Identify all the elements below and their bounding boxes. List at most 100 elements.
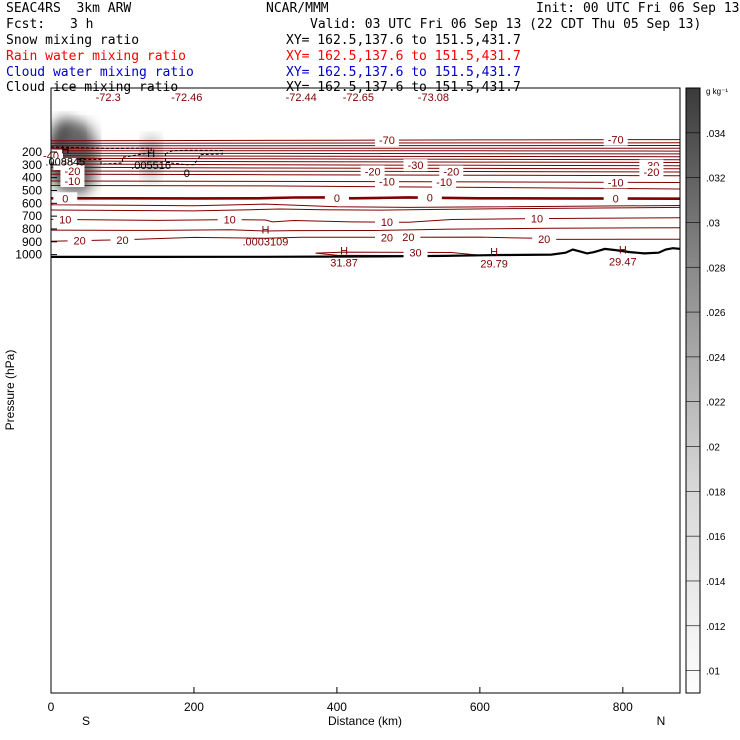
field-xy-snow: XY= 162.5,137.6 to 151.5,431.7	[286, 33, 521, 48]
contour-label: 0	[427, 193, 433, 205]
temperature-contour-line	[51, 160, 680, 163]
center-title: NCAR/MMM	[266, 1, 329, 16]
contour-label-bg	[432, 175, 457, 188]
top-contour-label: -72.46	[171, 92, 202, 104]
x-tick-label: 600	[470, 700, 490, 714]
contour-label-bg	[53, 213, 78, 226]
high-value: 29.79	[480, 258, 508, 270]
colorbar-tick-label: .012	[706, 622, 726, 633]
cloud-ice-contour-line	[51, 146, 152, 165]
temperature-contour-line	[51, 217, 680, 223]
colorbar-tick-label: .014	[706, 577, 726, 588]
high-marker: H	[619, 244, 627, 256]
colorbar-tick-label: .03	[706, 218, 720, 229]
temperature-contour-line	[51, 155, 680, 158]
contour-label-bg	[403, 246, 428, 259]
contour-label-bg	[374, 134, 399, 147]
y-tick-label: 900	[22, 235, 42, 249]
contour-label-bg	[439, 165, 464, 178]
top-contour-label: -72.44	[286, 92, 317, 104]
high-value: .005516	[131, 160, 171, 172]
contour-label: 20	[538, 234, 550, 246]
y-tick-label: 1000	[15, 248, 42, 262]
temperature-contour-line	[51, 185, 680, 190]
contour-label-bg	[603, 176, 628, 189]
contour-label: -10	[64, 176, 80, 188]
contour-label-bg	[374, 231, 399, 244]
contour-label: -20	[643, 167, 659, 179]
high-value: 31.87	[330, 258, 358, 270]
contour-label-bg	[603, 192, 628, 205]
y-tick-label: 200	[22, 145, 42, 159]
y-tick-label: 800	[22, 222, 42, 236]
x-tick-label: 400	[327, 700, 347, 714]
temperature-contour-line	[51, 196, 680, 200]
high-marker: H	[61, 144, 69, 156]
contour-label: 0	[62, 193, 68, 205]
contour-label: 20	[73, 236, 85, 248]
colorbar-tick-label: .026	[706, 308, 726, 319]
contour-label-bg	[374, 175, 399, 188]
contour-label: 10	[59, 214, 71, 226]
y-axis-title: Pressure (hPa)	[3, 350, 17, 431]
high-value: .0003109	[242, 236, 288, 248]
cloud-ice-contours	[51, 146, 223, 166]
top-contour-label: -72.65	[343, 92, 374, 104]
contour-label-bg	[525, 212, 550, 225]
colorbar-tick-label: .01	[706, 667, 720, 678]
x-axis-title: Distance (km)	[328, 714, 402, 728]
contour-label: 20	[402, 232, 414, 244]
contour-label: -10	[379, 177, 395, 189]
temperature-contour-line	[51, 139, 680, 142]
high-value: 29.47	[609, 256, 637, 268]
contour-label: 10	[224, 215, 236, 227]
model-title: SEAC4RS 3km ARW	[6, 1, 132, 16]
top-contour-label: -72.3	[96, 92, 121, 104]
contour-label: 0	[334, 193, 340, 205]
high-marker: H	[340, 246, 348, 258]
temperature-contour-line	[51, 236, 680, 242]
temperature-contour-line	[51, 163, 680, 167]
colorbar-tick-label: .016	[706, 532, 726, 543]
y-tick-label: 600	[22, 196, 42, 210]
init-time: Init: 00 UTC Fri 06 Sep 13	[536, 1, 740, 16]
fcst-value: 3 h	[70, 17, 94, 32]
contour-label: -20	[443, 166, 459, 178]
contour-label: -30	[408, 160, 424, 172]
high-marker: H	[147, 148, 155, 160]
colorbar-tick-label: .034	[706, 129, 726, 140]
x-tick-label: 200	[184, 700, 204, 714]
contour-label-bg	[53, 192, 78, 205]
temperature-contour-line	[51, 157, 680, 161]
contour-label-bg	[324, 191, 349, 204]
y-tick-label: 300	[22, 158, 42, 172]
contour-label-bg	[360, 165, 385, 178]
contour-label: -10	[608, 177, 624, 189]
contour-label: -70	[608, 135, 624, 147]
x-tick-label: 0	[48, 700, 55, 714]
temperature-contour-line	[51, 227, 680, 232]
cloud-ice-contour-line	[164, 149, 223, 166]
contour-label-bg	[532, 232, 557, 245]
axes: 0 200 400 600 800200300400500600700800900100…	[15, 145, 633, 714]
temperature-contour-line	[51, 206, 680, 212]
terrain-line-path	[51, 247, 680, 258]
south-end-label: S	[82, 714, 90, 728]
contour-label-bg	[396, 231, 421, 244]
contour-label: 0	[613, 194, 619, 206]
y-tick-label: 500	[22, 183, 42, 197]
cloud-ice-contour-label: 0	[184, 168, 190, 180]
temperature-contour-line	[51, 142, 680, 144]
contour-label-bg	[639, 165, 664, 178]
temperature-contour-line	[51, 203, 680, 208]
contour-label: -70	[379, 135, 395, 147]
valid-time: Valid: 03 UTC Fri 06 Sep 13 (22 CDT Thu …	[310, 17, 702, 32]
contour-labels: -70-70-40-30-30-30-20-20-20-20-10-10-10-…	[39, 92, 664, 270]
colorbar-tick-label: .02	[706, 443, 720, 454]
contour-label-bg	[60, 175, 85, 188]
contour-label-bg	[374, 216, 399, 229]
contour-label: 10	[531, 214, 543, 226]
field-xy-cloud-water: XY= 162.5,137.6 to 151.5,431.7	[286, 65, 521, 80]
colorbar-tick-label: .022	[706, 398, 726, 409]
colorbar-tick-label: .032	[706, 174, 726, 185]
